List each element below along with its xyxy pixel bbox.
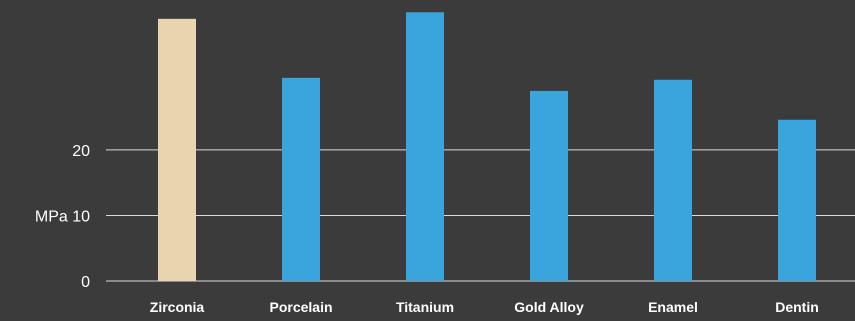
x-axis-labels: Zirconia Porcelain Titanium Gold Alloy Ename… <box>150 299 819 315</box>
x-tick-label: Porcelain <box>269 299 332 315</box>
x-tick-label: Enamel <box>648 299 698 315</box>
x-tick-label: Titanium <box>396 299 454 315</box>
bars <box>158 12 816 282</box>
bar-zirconia <box>158 18 196 281</box>
y-tick-label: MPa 10 <box>35 208 90 225</box>
x-tick-label: Zirconia <box>150 299 205 315</box>
x-tick-label: Dentin <box>775 299 819 315</box>
y-tick-label: 20 <box>72 143 90 160</box>
bar-dentin <box>778 119 816 281</box>
bar-gold-alloy <box>530 90 568 282</box>
x-tick-label: Gold Alloy <box>514 299 584 315</box>
grid-lines <box>106 149 855 282</box>
bar-titanium <box>406 12 444 282</box>
y-tick-label: 0 <box>81 274 90 291</box>
bar-porcelain <box>282 77 320 281</box>
y-axis-ticks: 0 MPa 10 20 <box>35 143 90 291</box>
bar-enamel <box>654 79 692 281</box>
